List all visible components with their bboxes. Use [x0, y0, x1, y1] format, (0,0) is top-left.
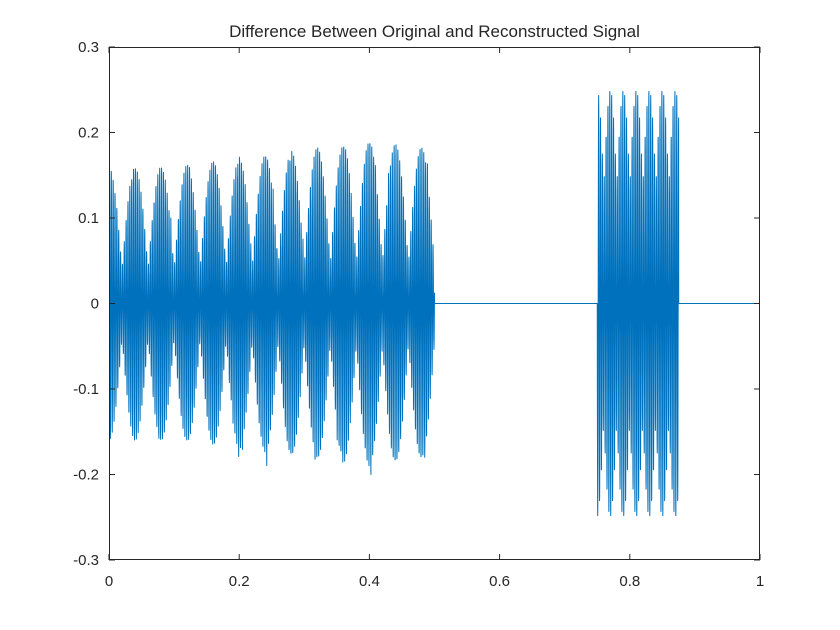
- y-axis: -0.3 -0.2 -0.1 0 0.1 0.2 0.3: [73, 39, 760, 569]
- x-tick-label: 0.6: [489, 573, 510, 590]
- y-tick-label: -0.2: [73, 467, 99, 484]
- y-tick-label: 0.2: [78, 125, 99, 142]
- x-axis: 0 0.2 0.4 0.6 0.8 1: [105, 47, 764, 590]
- x-tick-label: 0.2: [229, 573, 250, 590]
- y-tick-label: 0.1: [78, 210, 99, 227]
- x-tick-label: 0.8: [619, 573, 640, 590]
- x-tick-label: 0.4: [359, 573, 380, 590]
- x-tick-label: 0: [105, 573, 113, 590]
- chart-title: Difference Between Original and Reconstr…: [229, 22, 640, 41]
- x-tick-label: 1: [756, 573, 764, 590]
- y-tick-label: -0.1: [73, 381, 99, 398]
- difference-signal-series: [109, 90, 760, 517]
- y-tick-label: -0.3: [73, 552, 99, 569]
- y-tick-label: 0.3: [78, 39, 99, 56]
- y-tick-label: 0: [91, 296, 99, 313]
